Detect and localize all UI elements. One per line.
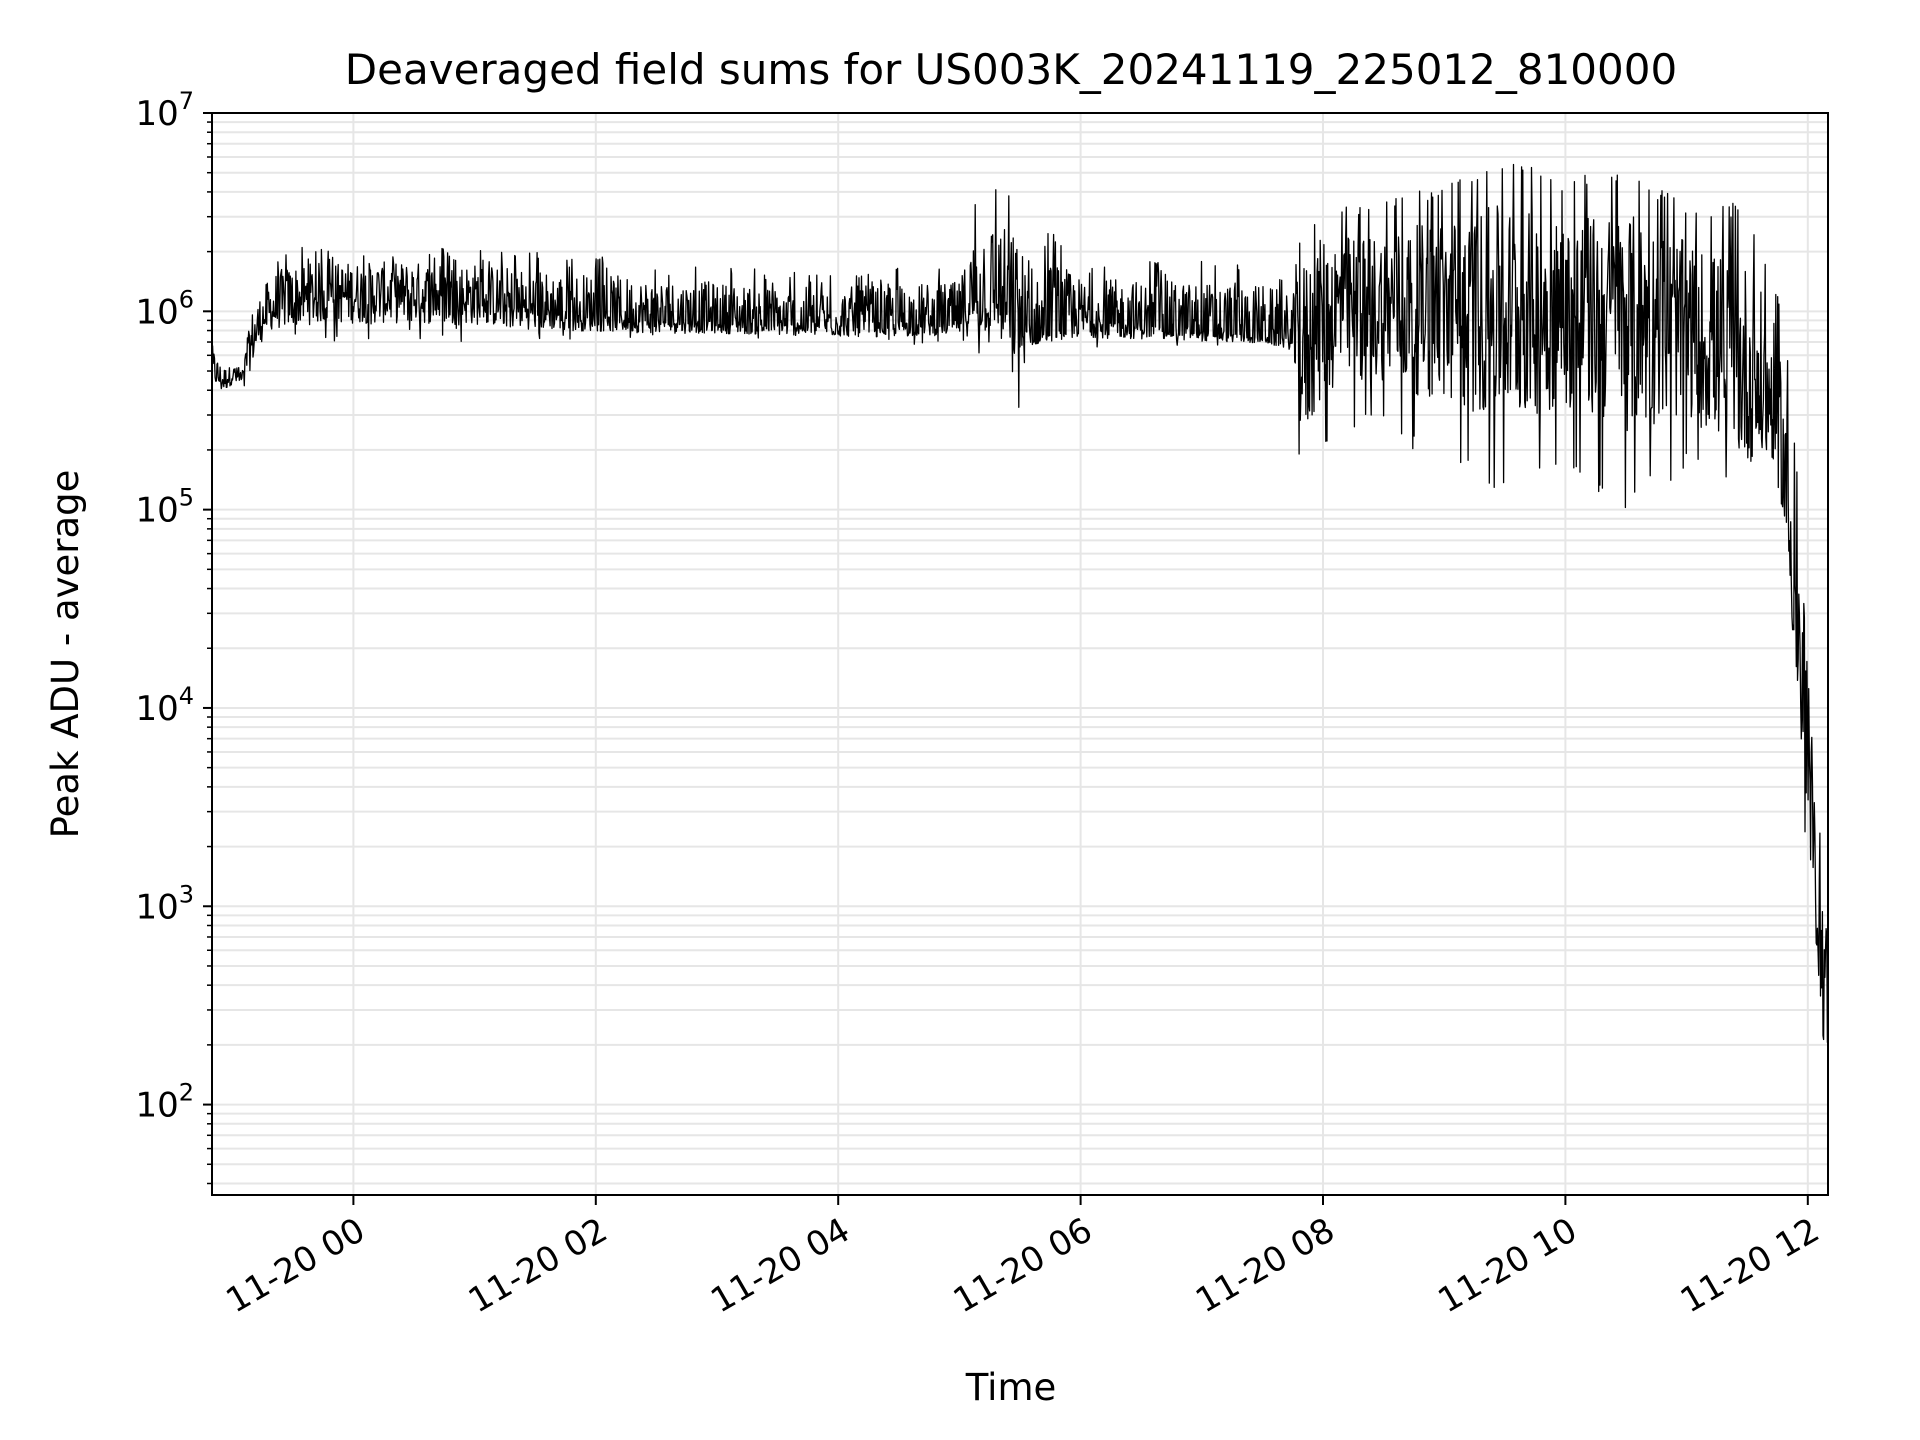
y-tick-base: 10 xyxy=(135,1086,178,1126)
y-tick-label: 107 xyxy=(135,87,194,134)
y-tick-base: 10 xyxy=(135,292,178,332)
x-axis-label: Time xyxy=(965,1366,1057,1409)
chart-title: Deaveraged field sums for US003K_2024111… xyxy=(345,45,1677,94)
y-tick-base: 10 xyxy=(135,94,178,134)
y-tick-label: 106 xyxy=(135,285,194,332)
y-tick-base: 10 xyxy=(135,689,178,729)
y-tick-label: 104 xyxy=(135,682,194,729)
y-axis-label: Peak ADU - average xyxy=(44,470,87,839)
y-tick-label: 102 xyxy=(135,1079,194,1126)
y-tick-base: 10 xyxy=(135,887,178,927)
y-tick-label: 103 xyxy=(135,880,194,927)
y-tick-exponent: 5 xyxy=(179,484,194,512)
y-tick-base: 10 xyxy=(135,491,178,531)
plot-area xyxy=(211,163,1829,1044)
axes-frame xyxy=(211,112,1829,1196)
y-tick-exponent: 2 xyxy=(179,1079,194,1107)
y-tick-label: 105 xyxy=(135,484,194,531)
y-tick-exponent: 4 xyxy=(179,682,194,710)
y-tick-exponent: 7 xyxy=(179,87,194,115)
series-line xyxy=(211,163,1829,1044)
y-tick-exponent: 3 xyxy=(179,880,194,908)
y-tick-exponent: 6 xyxy=(179,285,194,313)
